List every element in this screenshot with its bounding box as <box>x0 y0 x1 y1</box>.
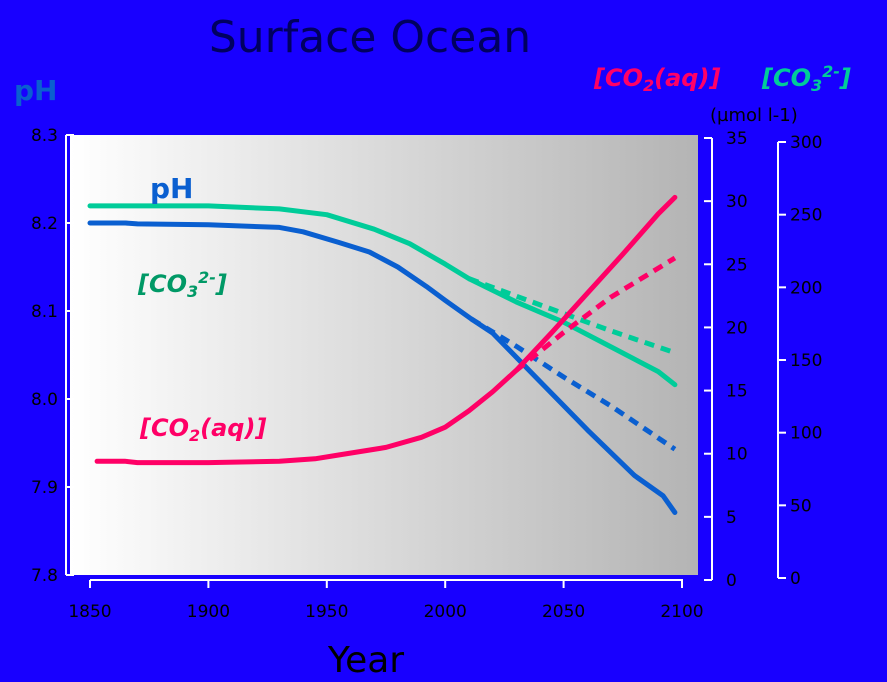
x-tick-label: 2000 <box>424 602 467 622</box>
ph-axis-label: pH <box>14 74 57 107</box>
co3-tick-label: 50 <box>790 496 812 516</box>
ph-tick-label: 8.3 <box>31 126 58 146</box>
x-tick-label: 1950 <box>305 602 348 622</box>
co3-annotation: [CO32-] <box>137 268 227 301</box>
co2-unit-label: (µmol l-1) <box>710 105 798 126</box>
co2-axis-label: [CO2(aq)] <box>593 64 720 95</box>
co3_proj-series-line <box>468 276 676 356</box>
co3-tick-label: 0 <box>790 569 801 589</box>
co2-annotation: [CO2(aq)] <box>139 414 266 445</box>
co2-tick-label: 25 <box>726 255 748 275</box>
x-axis-label: Year <box>327 640 404 681</box>
co2-tick-label: 30 <box>726 192 748 212</box>
co2-series-line <box>94 194 678 466</box>
ph_proj-series-line <box>469 316 677 452</box>
co3-axis-label: [CO32-] <box>761 62 851 95</box>
x-tick-label: 2100 <box>660 602 703 622</box>
co3-tick-label: 100 <box>790 424 822 444</box>
co2-tick-label: 15 <box>726 382 748 402</box>
x-tick-label: 2050 <box>542 602 585 622</box>
co2-tick-label: 10 <box>726 445 748 465</box>
co3-series-line <box>87 203 678 388</box>
co3-tick-label: 250 <box>790 206 822 226</box>
co2-tick-label: 5 <box>726 508 737 528</box>
ph-tick-label: 7.9 <box>31 478 58 498</box>
chart-title: Surface Ocean <box>209 12 531 63</box>
ph-tick-label: 8.0 <box>31 390 58 410</box>
co3-tick-label: 150 <box>790 351 822 371</box>
co2-tick-label: 20 <box>726 318 748 338</box>
x-tick-label: 1850 <box>68 602 111 622</box>
ph-annotation: pH <box>150 172 193 205</box>
co3-tick-label: 200 <box>790 278 822 298</box>
ph-tick-label: 8.2 <box>31 214 58 234</box>
ph-tick-label: 7.8 <box>31 566 58 586</box>
ph-series-line <box>87 220 678 515</box>
co2-tick-label: 35 <box>726 129 748 149</box>
x-tick-label: 1900 <box>187 602 230 622</box>
co3-tick-label: 300 <box>790 133 822 153</box>
co2_proj-series-line <box>514 255 677 373</box>
ph-tick-label: 8.1 <box>31 302 58 322</box>
co2-tick-label: 0 <box>726 571 737 591</box>
